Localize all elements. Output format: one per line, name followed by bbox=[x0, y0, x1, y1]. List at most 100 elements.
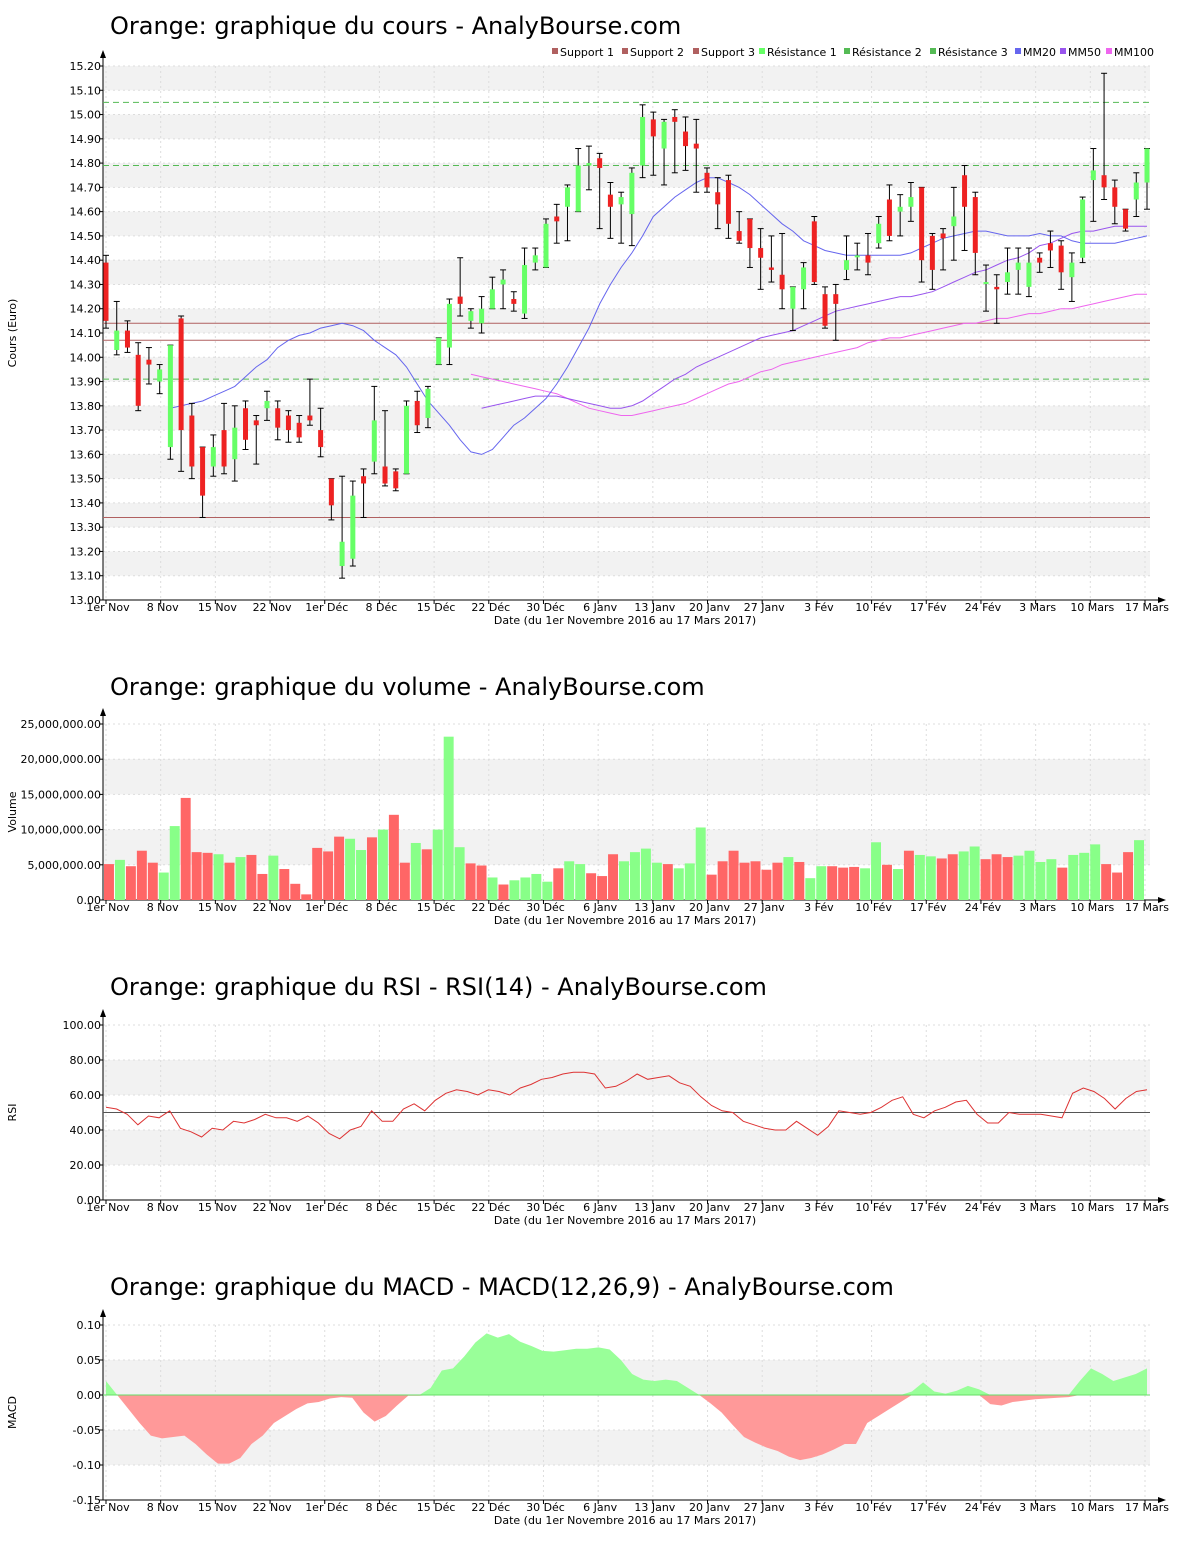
volume-bar bbox=[728, 850, 739, 900]
volume-bar bbox=[991, 854, 1002, 900]
volume-bar bbox=[180, 797, 191, 900]
x-tick-label: 8 Déc bbox=[366, 601, 398, 614]
x-axis-arrow bbox=[1158, 1197, 1166, 1203]
candle-body bbox=[736, 231, 742, 241]
volume-bar bbox=[476, 865, 487, 900]
volume-bar bbox=[1068, 854, 1079, 900]
legend-label: Support 2 bbox=[630, 46, 684, 59]
volume-bar bbox=[619, 861, 629, 900]
volume-bar bbox=[1013, 855, 1024, 900]
volume-bar bbox=[246, 854, 257, 900]
candle-body bbox=[532, 255, 538, 263]
y-tick-label: 80.00 bbox=[70, 1054, 102, 1067]
candle-body bbox=[801, 267, 807, 290]
candle bbox=[403, 400, 410, 475]
macd-chart: Orange: graphique du MACD - MACD(12,26,9… bbox=[6, 1273, 1169, 1527]
volume-bar bbox=[914, 854, 925, 900]
volume-chart: Orange: graphique du volume - AnalyBours… bbox=[6, 673, 1169, 927]
x-tick-label: 20 Janv bbox=[689, 601, 730, 614]
volume-bar bbox=[301, 894, 312, 900]
candle-body bbox=[1058, 245, 1064, 273]
x-tick-label: 15 Déc bbox=[417, 1201, 456, 1214]
candle-body bbox=[564, 187, 570, 207]
x-tick-label: 22 Nov bbox=[253, 1201, 292, 1214]
candle bbox=[414, 390, 421, 434]
candle-body bbox=[897, 206, 903, 212]
candle-body bbox=[886, 199, 892, 236]
candle-body bbox=[328, 478, 334, 506]
y-tick-label: 13.80 bbox=[70, 400, 102, 413]
price-chart-title: Orange: graphique du cours - AnalyBourse… bbox=[110, 12, 681, 40]
candle-body bbox=[296, 422, 302, 438]
candle bbox=[661, 118, 668, 186]
legend-swatch bbox=[693, 48, 699, 54]
x-tick-label: 8 Déc bbox=[366, 1201, 398, 1214]
volume-bar bbox=[553, 868, 564, 900]
candle-body bbox=[232, 427, 238, 460]
volume-bar bbox=[356, 850, 366, 900]
candle bbox=[843, 235, 850, 281]
volume-bar bbox=[366, 837, 377, 900]
y-tick-label: -0.05 bbox=[73, 1424, 101, 1437]
y-axis-arrow bbox=[100, 1309, 106, 1317]
volume-bar bbox=[542, 881, 553, 900]
candle-body bbox=[436, 337, 442, 365]
candle-body bbox=[865, 255, 871, 263]
candle-body bbox=[597, 158, 603, 168]
candle-body bbox=[285, 415, 291, 431]
grid-band bbox=[103, 66, 1150, 91]
candle bbox=[1111, 179, 1118, 225]
volume-bar bbox=[1079, 852, 1090, 900]
candle-body bbox=[403, 405, 409, 474]
x-tick-label: 24 Fév bbox=[965, 1201, 1002, 1214]
candle bbox=[822, 286, 829, 329]
candle bbox=[757, 228, 764, 290]
volume-bar bbox=[706, 874, 717, 900]
candle-body bbox=[135, 354, 141, 406]
x-tick-label: 10 Mars bbox=[1070, 1201, 1114, 1214]
x-tick-label: 10 Fév bbox=[855, 601, 892, 614]
x-tick-label: 30 Déc bbox=[526, 601, 565, 614]
y-axis-arrow bbox=[100, 50, 106, 58]
candle bbox=[886, 184, 893, 242]
volume-bar bbox=[1101, 864, 1112, 900]
x-tick-label: 17 Mars bbox=[1125, 901, 1169, 914]
candle-body bbox=[1144, 148, 1150, 183]
x-tick-label: 15 Nov bbox=[198, 901, 237, 914]
candle bbox=[306, 378, 313, 426]
y-tick-label: 0.10 bbox=[77, 1319, 102, 1332]
x-tick-label: 13 Janv bbox=[634, 1501, 675, 1514]
candle bbox=[736, 211, 743, 244]
candle bbox=[1122, 208, 1129, 232]
volume-bar bbox=[969, 846, 980, 900]
y-tick-label: -0.10 bbox=[73, 1459, 101, 1472]
candle-body bbox=[1123, 209, 1129, 229]
volume-bar bbox=[104, 864, 114, 900]
x-tick-label: 1er Déc bbox=[305, 601, 348, 614]
x-tick-label: 24 Fév bbox=[965, 901, 1002, 914]
volume-bar bbox=[827, 866, 838, 900]
y-tick-label: 20,000,000.00 bbox=[21, 753, 101, 766]
candle bbox=[1015, 247, 1022, 295]
candle-body bbox=[683, 131, 689, 147]
y-tick-label: 15.20 bbox=[70, 60, 102, 73]
candle bbox=[135, 342, 142, 412]
volume-bar bbox=[224, 862, 235, 900]
volume-bar bbox=[608, 854, 619, 900]
volume-bar bbox=[629, 852, 640, 900]
y-tick-label: 0.05 bbox=[77, 1354, 102, 1367]
candle bbox=[263, 390, 270, 421]
mm20-line bbox=[170, 177, 1148, 455]
candle bbox=[124, 320, 131, 353]
volume-bar bbox=[136, 850, 147, 900]
volume-bar bbox=[147, 862, 158, 900]
x-tick-label: 3 Fév bbox=[804, 1201, 834, 1214]
grid-band bbox=[103, 357, 1150, 382]
candle bbox=[328, 478, 335, 521]
x-tick-label: 10 Fév bbox=[855, 1201, 892, 1214]
volume-bar bbox=[498, 884, 509, 900]
y-tick-label: 14.80 bbox=[70, 157, 102, 170]
candle-body bbox=[167, 345, 173, 448]
volume-bar bbox=[750, 861, 761, 900]
y-axis-arrow bbox=[100, 1009, 106, 1017]
